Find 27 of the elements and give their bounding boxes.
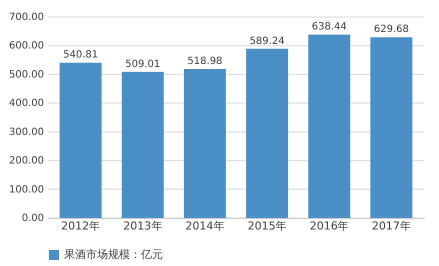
data-label: 540.81 bbox=[63, 50, 98, 61]
x-tick-label: 2016年 bbox=[310, 220, 349, 232]
legend-label: 果酒市场规模：亿元 bbox=[64, 248, 163, 261]
bar bbox=[184, 68, 226, 218]
y-tick-label: 300.00 bbox=[9, 126, 44, 138]
data-label: 638.44 bbox=[312, 22, 347, 33]
y-tick-label: 200.00 bbox=[9, 156, 44, 167]
x-tick-label: 2015年 bbox=[248, 220, 287, 232]
x-tick-label: 2017年 bbox=[372, 220, 411, 232]
x-tick-label: 2013年 bbox=[123, 220, 162, 232]
bar bbox=[308, 34, 350, 218]
y-tick-label: 700.00 bbox=[9, 12, 44, 23]
data-label: 629.68 bbox=[374, 24, 409, 36]
y-tick-label: 400.00 bbox=[9, 98, 44, 110]
bar bbox=[370, 37, 412, 218]
y-tick-label: 600.00 bbox=[9, 40, 44, 52]
bar bbox=[122, 72, 164, 218]
data-label: 509.01 bbox=[125, 58, 160, 70]
data-label: 589.24 bbox=[250, 36, 285, 47]
bar bbox=[246, 48, 288, 218]
y-tick-label: 0.00 bbox=[22, 213, 44, 224]
x-tick-label: 2012年 bbox=[61, 220, 100, 232]
data-label: 518.98 bbox=[187, 56, 222, 67]
y-tick-label: 100.00 bbox=[9, 184, 44, 196]
x-tick-label: 2014年 bbox=[185, 220, 224, 232]
bar bbox=[60, 62, 102, 218]
y-tick-label: 500.00 bbox=[9, 69, 44, 80]
